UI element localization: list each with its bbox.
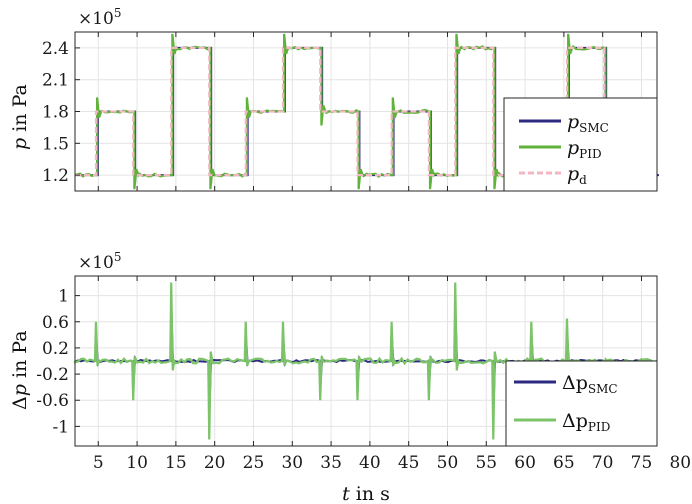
y-tick-label: 1 <box>58 287 69 307</box>
y-tick-label: -0.2 <box>36 365 69 385</box>
pressure-exponent: ×105 <box>78 6 122 29</box>
y-tick-label: -0.6 <box>36 391 69 411</box>
x-tick-label: 50 <box>437 453 459 473</box>
y-tick-label: 1.8 <box>42 103 69 123</box>
y-tick-label: 2.1 <box>42 71 69 91</box>
pressure-legend: pSMC pPID pd <box>503 97 658 192</box>
x-tick-label: 70 <box>592 453 614 473</box>
x-tick-label: 80 <box>669 453 691 473</box>
x-tick-label: 5 <box>93 453 104 473</box>
y-tick-label: 0.2 <box>42 339 69 359</box>
pressure-y-label: p in Pa <box>9 84 31 150</box>
legend-label-smc: pSMC <box>567 111 609 135</box>
y-tick-label: 1.2 <box>42 166 69 186</box>
pressure-y-ticks: 1.2 1.5 1.8 2.1 2.4 <box>42 32 642 191</box>
y-tick-label: 0.6 <box>42 313 69 333</box>
error-exponent: ×105 <box>78 250 122 273</box>
x-tick-label: 15 <box>165 453 187 473</box>
error-y-ticks: 1 0.6 0.2 -0.2 -0.6 -1 <box>36 287 80 437</box>
x-tick-label: 55 <box>475 453 497 473</box>
x-tick-label: 60 <box>514 453 536 473</box>
y-tick-label: -1 <box>52 417 69 437</box>
x-tick-label: 40 <box>359 453 381 473</box>
error-x-ticks: 5 10 15 20 25 30 35 40 45 50 55 60 65 70 75 80 <box>93 276 691 473</box>
x-tick-label: 10 <box>126 453 148 473</box>
x-tick-label: 30 <box>281 453 303 473</box>
x-tick-label: 65 <box>553 453 575 473</box>
error-y-label: Δp in Pa <box>9 330 31 410</box>
error-panel: 1 0.6 0.2 -0.2 -0.6 -1 5 10 15 20 25 30 35 40 45 50 55 6… <box>9 250 691 504</box>
legend-label-desired: pd <box>567 163 587 187</box>
x-tick-label: 45 <box>398 453 420 473</box>
pressure-panel: 1.2 1.5 1.8 2.1 2.4 ×105 p in Pa pSMC pPID p… <box>9 6 659 192</box>
legend-label-dsmc: ΔpSMC <box>562 372 618 396</box>
legend-label-pid: pPID <box>567 137 602 161</box>
x-tick-label: 35 <box>320 453 342 473</box>
x-tick-label: 75 <box>631 453 653 473</box>
error-legend: ΔpSMC ΔpPID <box>505 360 658 447</box>
y-tick-label: 1.5 <box>42 134 69 154</box>
x-axis-label: t in s <box>342 483 390 504</box>
legend-label-dpid: ΔpPID <box>562 410 610 434</box>
x-tick-label: 25 <box>243 453 265 473</box>
y-tick-label: 2.4 <box>42 39 69 59</box>
x-tick-label: 20 <box>204 453 226 473</box>
